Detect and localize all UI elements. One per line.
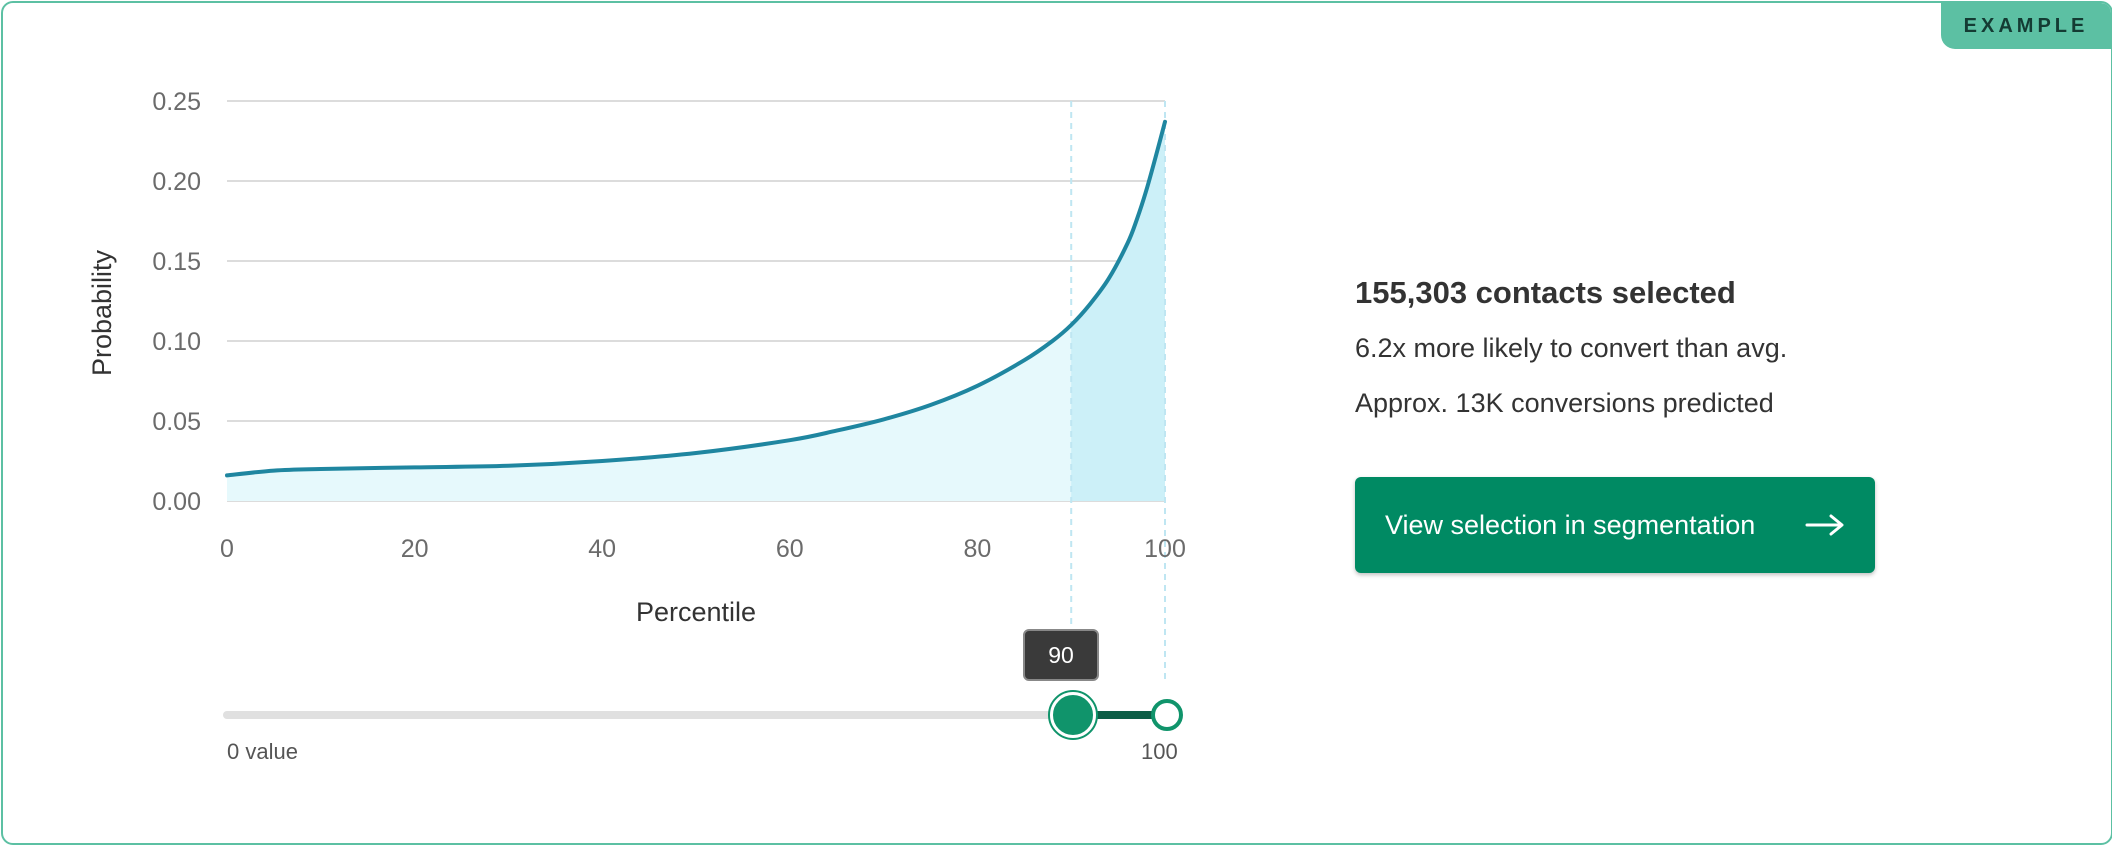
slider-tooltip: 90 [1023, 629, 1099, 681]
probability-line [225, 119, 1167, 478]
slider-min-label: 0 value [227, 739, 298, 764]
arrow-right-icon [1805, 514, 1844, 536]
selection-summary: 155,303 contacts selected 6.2x more like… [1355, 275, 1955, 443]
selected-area-fill [1071, 121, 1165, 501]
y-tick-label: 0.00 [152, 488, 201, 516]
y-tick-label: 0.20 [152, 168, 201, 196]
y-axis-title: Probability [87, 249, 117, 376]
x-axis-title: Percentile [636, 597, 756, 627]
conversion-likelihood-text: 6.2x more likely to convert than avg. [1355, 333, 1788, 363]
y-tick-label: 0.15 [152, 248, 201, 276]
y-tick-label: 0.10 [152, 328, 201, 356]
area-fill [227, 121, 1165, 502]
slider-thumb-start-ring [1048, 690, 1098, 740]
x-tick-label: 60 [776, 535, 804, 563]
slider-thumb-end[interactable] [1151, 699, 1183, 731]
x-tick-label: 40 [588, 535, 616, 563]
slider-thumb-start[interactable] [1049, 691, 1097, 739]
x-tick-label: 20 [401, 535, 429, 563]
x-tick-label: 0 [220, 535, 234, 563]
predicted-conversions-text: Approx. 13K conversions predicted [1355, 388, 1774, 418]
view-in-segmentation-button[interactable]: View selection in segmentation [1355, 477, 1875, 573]
x-tick-label: 100 [1144, 535, 1186, 563]
slider-max-label: 100 [1141, 739, 1178, 764]
y-tick-label: 0.25 [152, 88, 201, 116]
view-in-segmentation-label: View selection in segmentation [1385, 509, 1756, 540]
contacts-selected-title: 155,303 contacts selected [1355, 275, 1736, 310]
y-tick-label: 0.05 [152, 408, 201, 436]
x-tick-label: 80 [963, 535, 991, 563]
probability-chart: 0.00 0.05 0.10 0.15 0.20 0.25 0 20 40 60 80 100 Pro… [87, 88, 1186, 740]
example-badge: EXAMPLE [1941, 3, 2111, 49]
